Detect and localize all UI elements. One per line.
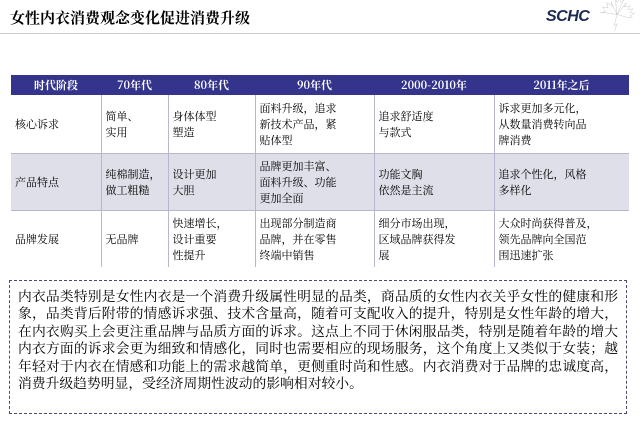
- svg-text:SCHC: SCHC: [546, 8, 590, 25]
